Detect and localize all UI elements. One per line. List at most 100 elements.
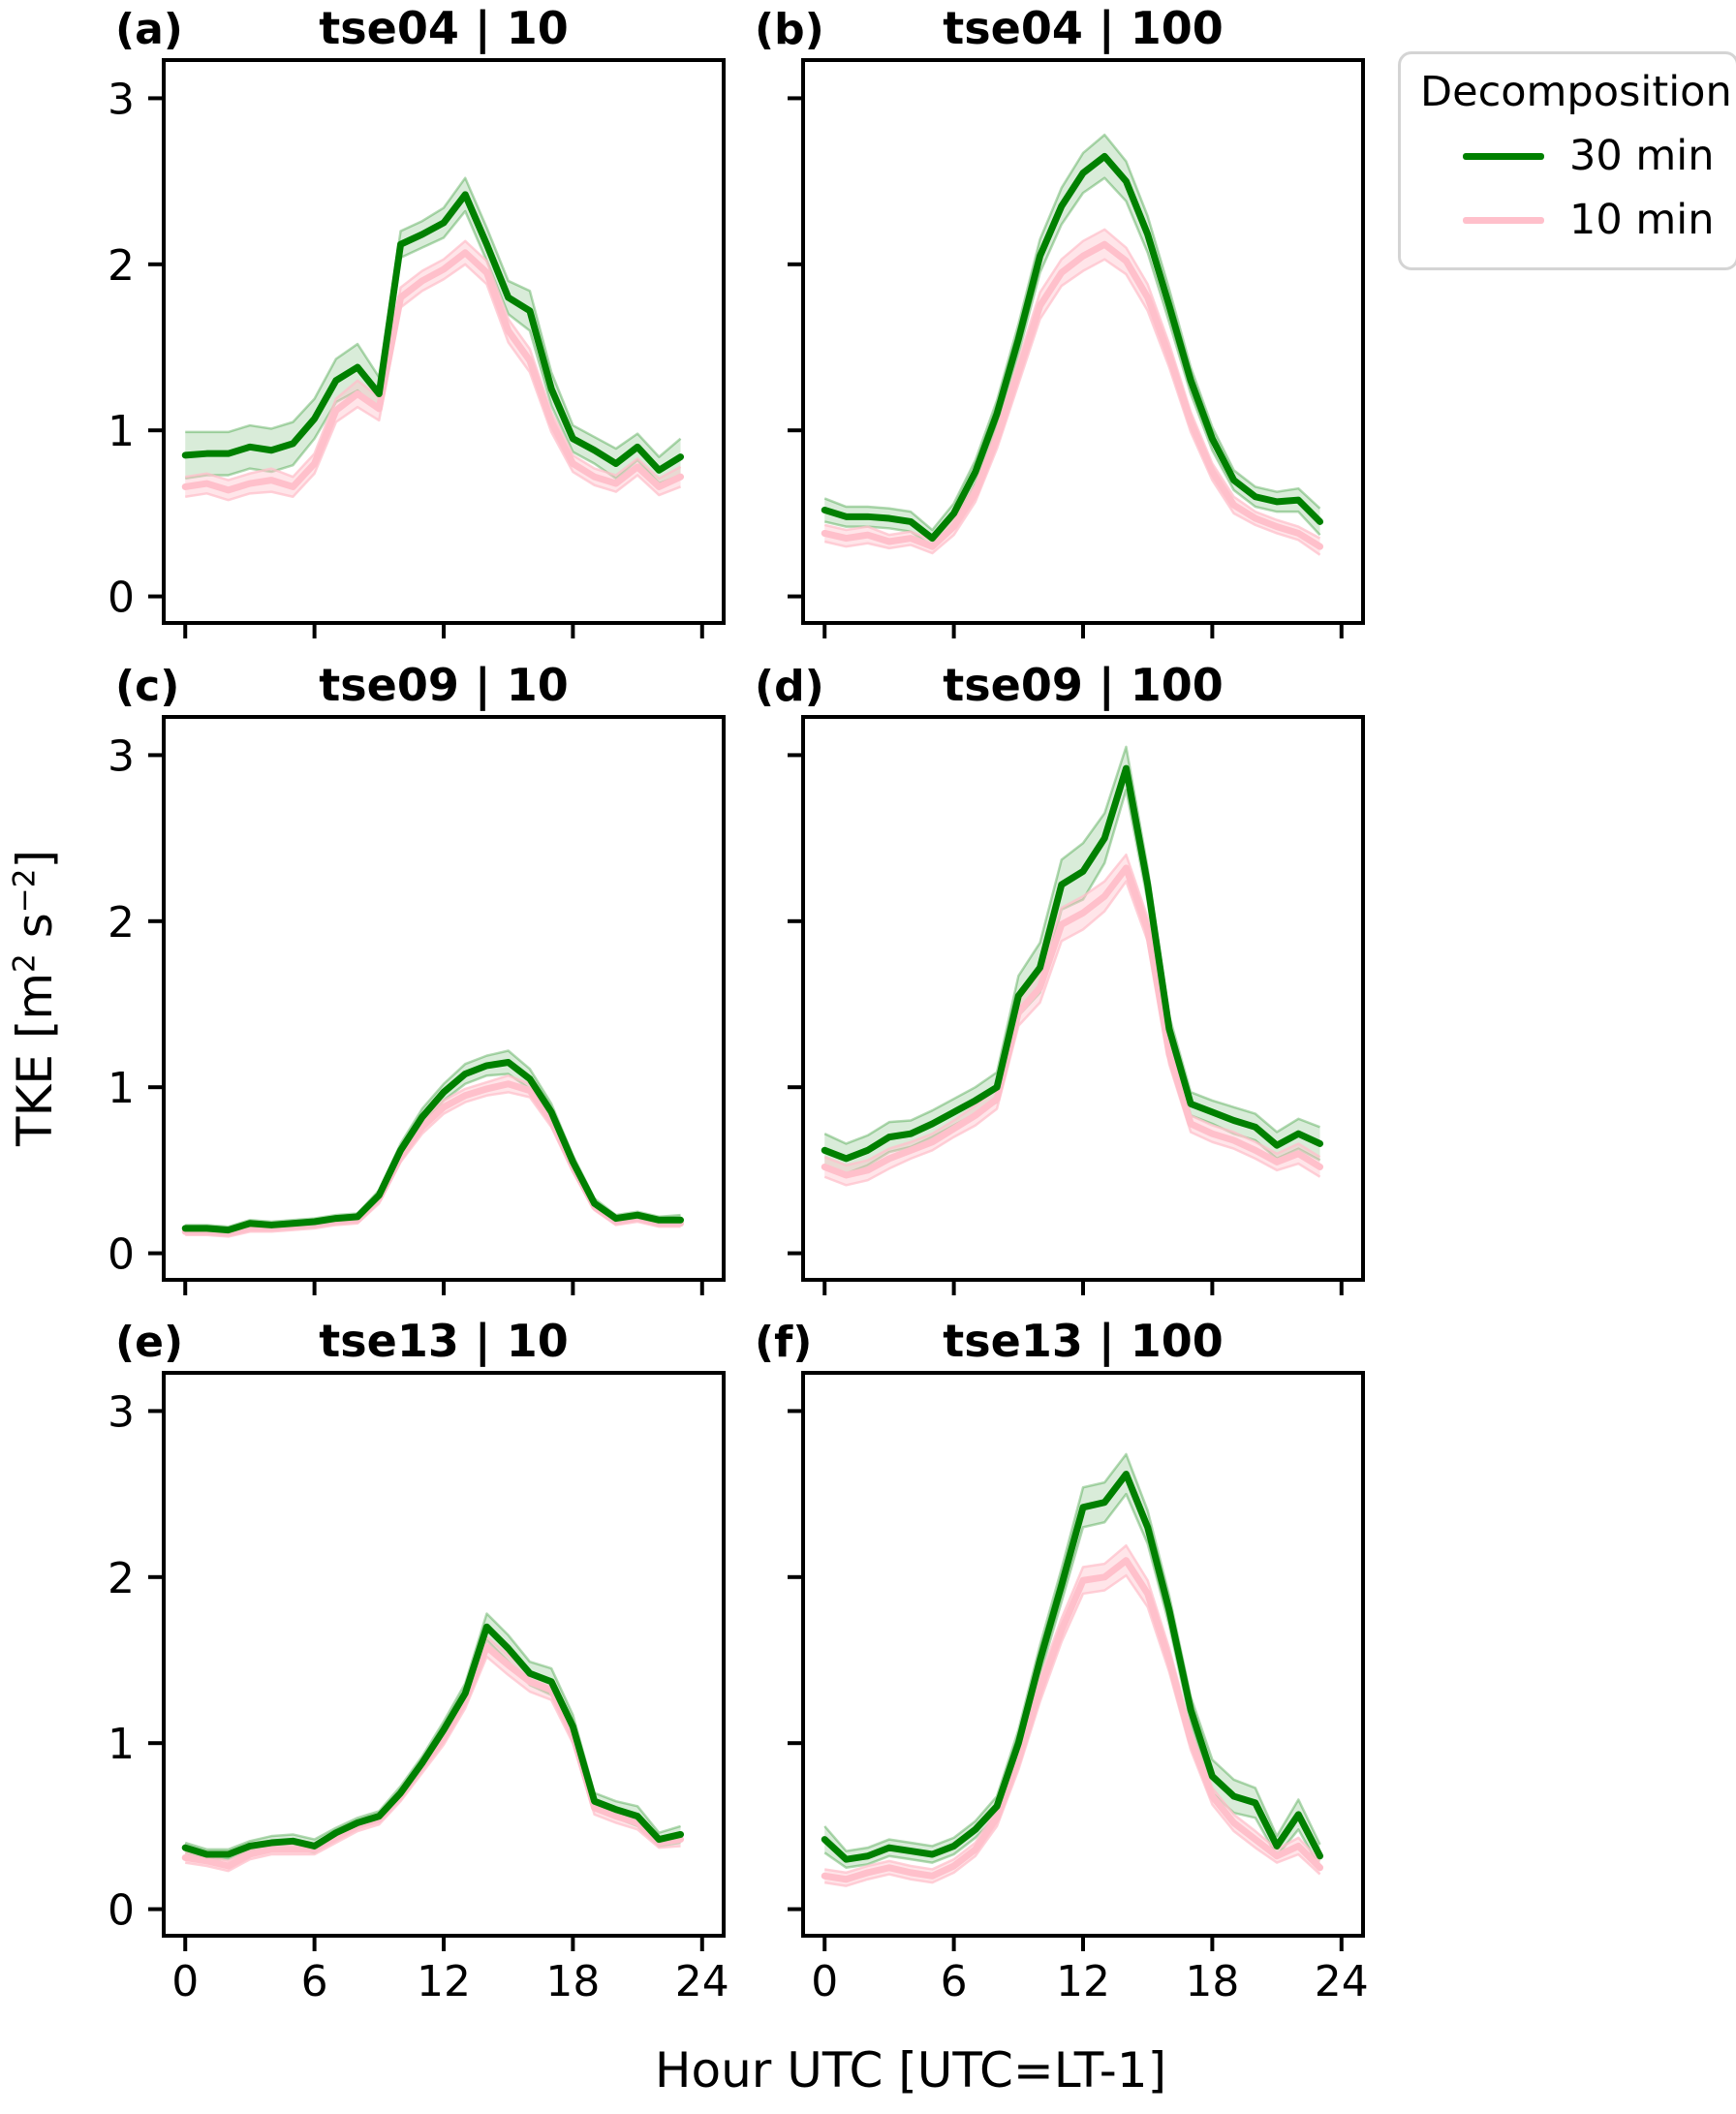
y-tick-label: 0 <box>108 574 135 623</box>
y-tick-label: 0 <box>108 1230 135 1280</box>
series-30min-line <box>821 1471 1324 1863</box>
panel-a-plot-area <box>164 60 724 623</box>
panel-label: (e) <box>115 1318 184 1367</box>
y-axis-label-text: TKE [m <box>7 972 63 1146</box>
x-tick-label: 24 <box>1315 1957 1369 2006</box>
y-axis-label: TKE [m2 s−2] <box>7 850 63 1146</box>
series-10min-band-lower-edge <box>823 880 1321 1187</box>
panel-d-chart <box>788 715 1365 1295</box>
x-tick-label: 6 <box>941 1957 968 2006</box>
panel-title: tse09 | 10 <box>319 659 569 711</box>
series-30min-band <box>824 135 1320 547</box>
series-10min-line <box>821 864 1324 1179</box>
panel-d-plot-area <box>803 717 1363 1280</box>
panel-b-title-row: (b) tse04 | 100 <box>755 0 1363 58</box>
series-10min-line <box>821 240 1324 550</box>
legend: Decomposition 30 min 10 min <box>1398 51 1736 270</box>
panel-f-title-row: (f) tse13 | 100 <box>755 1309 1363 1371</box>
series-10min-line <box>181 249 685 494</box>
panel-title: tse04 | 100 <box>943 2 1224 54</box>
x-axis-label: Hour UTC [UTC=LT-1] <box>654 2042 1167 2098</box>
panel-a-title-row: (a) tse04 | 10 <box>115 0 724 58</box>
series-30min-line <box>181 1623 685 1858</box>
y-tick-label: 0 <box>108 1886 135 1936</box>
legend-title: Decomposition <box>1420 68 1732 116</box>
series-10min-band-upper-edge <box>185 239 682 482</box>
series-10min-band-lower-edge <box>185 1655 681 1873</box>
x-tick-label: 0 <box>811 1957 838 2006</box>
x-tick-label: 6 <box>301 1957 328 2006</box>
series-10min-band-lower-edge <box>185 263 681 502</box>
x-tick-label: 18 <box>1185 1957 1239 2006</box>
y-tick-label: 2 <box>108 1554 135 1603</box>
series-10min-band-upper-edge <box>823 854 1321 1166</box>
y-tick-label: 3 <box>108 1387 135 1437</box>
series-30min-line <box>821 764 1324 1163</box>
x-tick-label: 12 <box>417 1957 471 2006</box>
panel-title: tse09 | 100 <box>943 659 1224 711</box>
legend-line-10min-swatch <box>1463 216 1544 224</box>
series-10min-band-upper-edge <box>824 1543 1321 1875</box>
panel-d-axes-spines <box>801 715 1365 1282</box>
y-tick-label: 1 <box>108 1064 135 1113</box>
x-tick-label: 12 <box>1056 1957 1110 2006</box>
panel-title: tse04 | 10 <box>319 2 569 54</box>
panel-d-title-row: (d) tse09 | 100 <box>755 653 1363 715</box>
series-30min-band-upper-edge <box>823 1452 1321 1852</box>
legend-item-label: 30 min <box>1569 132 1715 180</box>
x-tick-label: 18 <box>545 1957 600 2006</box>
series-30min-band-lower-edge <box>823 1492 1321 1869</box>
panel-a-chart: 0 1 2 3 <box>108 58 726 638</box>
series-10min-line <box>821 1557 1324 1883</box>
series-30min-line <box>181 1058 685 1234</box>
panel-c-plot-area <box>164 717 724 1280</box>
y-tick-label: 3 <box>108 731 135 781</box>
y-axis-label-text: ] <box>7 850 63 869</box>
panel-f-axes-spines <box>801 1371 1365 1938</box>
series-30min-band-upper-edge <box>823 745 1320 1145</box>
panel-label: (d) <box>755 662 824 711</box>
series-30min-band <box>824 746 1320 1174</box>
series-10min-band-lower-edge <box>824 1573 1321 1887</box>
legend-item-30min: 30 min <box>1420 132 1719 180</box>
panel-c-title-row: (c) tse09 | 10 <box>115 653 724 715</box>
x-tick-label: 0 <box>171 1957 199 2006</box>
series-10min-band-upper-edge <box>823 228 1321 542</box>
x-tick-label: 24 <box>675 1957 729 2006</box>
y-tick-label: 2 <box>108 241 135 291</box>
panel-b-axes-spines <box>801 58 1365 625</box>
legend-line-30min-swatch <box>1463 152 1544 160</box>
series-30min-line <box>821 152 1324 543</box>
series-10min-band-lower-edge <box>823 258 1321 556</box>
panel-title: tse13 | 10 <box>319 1315 569 1367</box>
panel-b-chart <box>788 58 1365 638</box>
y-tick-label: 3 <box>108 75 135 124</box>
series-30min-band-lower-edge <box>185 209 681 485</box>
series-30min-band-upper-edge <box>185 176 682 458</box>
series-30min-line <box>181 191 685 474</box>
y-axis-label-text: s <box>7 913 63 954</box>
y-axis-label-sup: 2 <box>7 953 43 973</box>
panel-c-chart: 0 1 2 3 <box>108 715 726 1295</box>
panel-f-chart: 0 6 12 18 24 <box>788 1371 1369 2006</box>
series-30min-band-upper-edge <box>184 1612 681 1851</box>
panel-a-axes-spines <box>162 58 726 625</box>
panel-b-plot-area <box>803 60 1363 623</box>
y-tick-label: 1 <box>108 1720 135 1769</box>
y-axis-label-sup: −2 <box>7 868 43 914</box>
legend-item-10min: 10 min <box>1420 196 1719 244</box>
panel-label: (c) <box>115 662 180 711</box>
series-30min-band-upper-edge <box>823 133 1321 532</box>
panel-c-axes-spines <box>162 715 726 1282</box>
panel-title: tse13 | 100 <box>943 1315 1224 1367</box>
panel-label: (f) <box>755 1318 813 1367</box>
panel-e-title-row: (e) tse13 | 10 <box>115 1309 724 1371</box>
panel-label: (b) <box>755 5 824 54</box>
legend-item-label: 10 min <box>1569 196 1715 244</box>
y-tick-label: 1 <box>108 407 135 456</box>
panel-e-axes-spines <box>162 1371 726 1938</box>
panel-label: (a) <box>115 5 183 54</box>
y-tick-label: 2 <box>108 898 135 948</box>
